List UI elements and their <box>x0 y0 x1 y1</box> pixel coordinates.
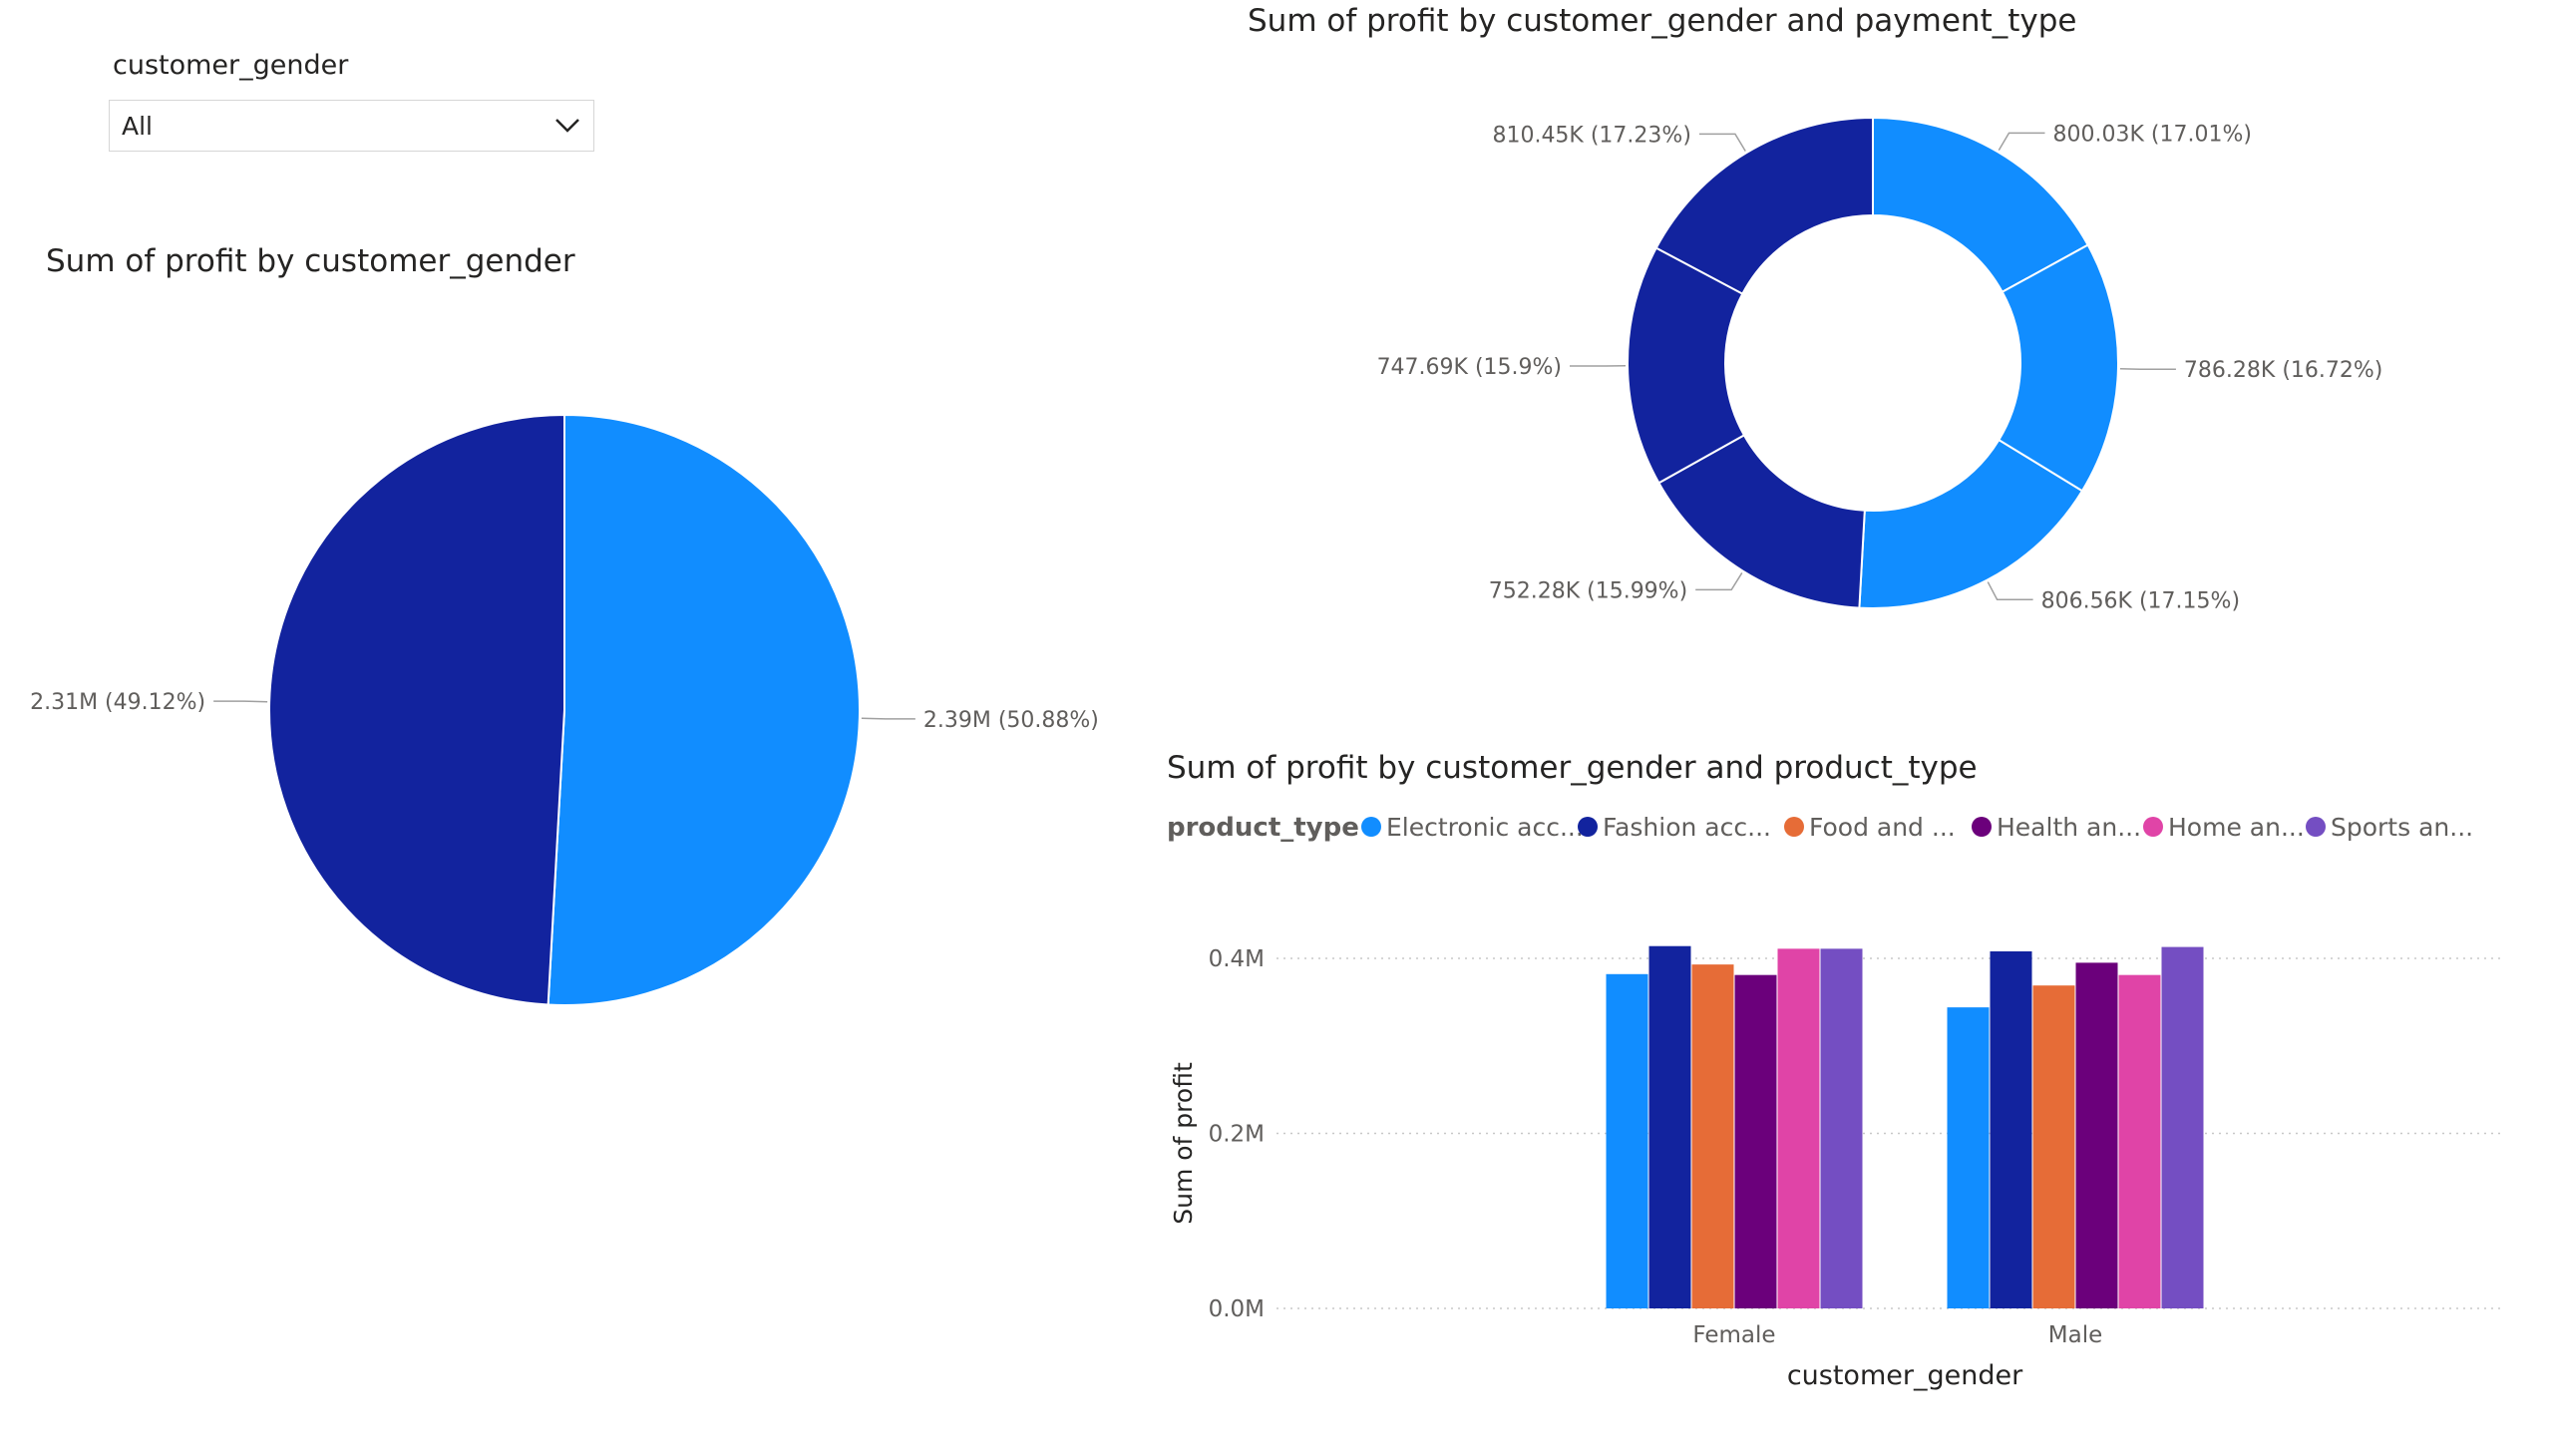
pie-slice-0[interactable] <box>547 413 861 1006</box>
y-axis-label: Sum of profit <box>1169 1062 1198 1225</box>
dropdown-selected-value: All <box>122 112 153 141</box>
bar-female-3[interactable] <box>1734 974 1777 1308</box>
pie-chart-title: Sum of profit by customer_gender <box>46 243 575 279</box>
chevron-down-icon[interactable] <box>551 111 583 139</box>
bar-male-2[interactable] <box>2032 985 2075 1308</box>
bar-chart: product_type Electronic acc... Fashion acc… <box>1167 813 2503 1391</box>
donut-slice-0[interactable] <box>1872 116 2090 294</box>
pie-leader-0 <box>861 717 915 720</box>
bar-male-5[interactable] <box>2161 946 2204 1308</box>
legend-marker-5[interactable] <box>2306 817 2326 837</box>
legend-marker-2[interactable] <box>1784 817 1804 837</box>
legend-item-1[interactable]: Fashion acc... <box>1603 813 1771 842</box>
x-axis-label: customer_gender <box>1787 1360 2023 1391</box>
bar-female-1[interactable] <box>1648 945 1691 1308</box>
bar-male-0[interactable] <box>1947 1007 1990 1308</box>
donut-leader-3 <box>1695 572 1743 591</box>
bar-female-4[interactable] <box>1777 948 1820 1308</box>
legend-marker-1[interactable] <box>1578 817 1598 837</box>
y-tick-label-1: 0.2M <box>1209 1122 1265 1148</box>
pie-slice-1[interactable] <box>268 413 565 1006</box>
x-tick-label-0: Female <box>1692 1322 1775 1348</box>
bar-male-1[interactable] <box>1990 950 2032 1308</box>
donut-data-label-2: 806.56K (17.15%) <box>2041 588 2240 613</box>
legend-item-2[interactable]: Food and ... <box>1809 813 1956 842</box>
donut-data-label-0: 800.03K (17.01%) <box>2052 122 2251 147</box>
donut-leader-5 <box>1698 133 1746 152</box>
slicer-title: customer_gender <box>113 50 349 81</box>
pie-chart: 2.39M (50.88%) 2.31M (49.12%) <box>30 413 1097 1006</box>
bar-chart-title: Sum of profit by customer_gender and pro… <box>1167 750 1978 786</box>
customer-gender-dropdown[interactable]: All <box>109 100 594 152</box>
legend-marker-4[interactable] <box>2143 817 2163 837</box>
pie-data-label-1: 2.31M (49.12%) <box>30 690 205 715</box>
donut-chart: 800.03K (17.01%) 786.28K (16.72%) 806.56K … <box>1377 116 2382 613</box>
legend-item-0[interactable]: Electronic acc... <box>1386 813 1584 842</box>
y-tick-label-2: 0.4M <box>1209 946 1265 972</box>
donut-slice-5[interactable] <box>1654 116 1874 295</box>
legend-marker-3[interactable] <box>1972 817 1992 837</box>
bar-female-2[interactable] <box>1691 964 1734 1308</box>
legend-title: product_type <box>1167 813 1359 843</box>
legend-item-3[interactable]: Health an... <box>1997 813 2141 842</box>
pie-leader-1 <box>213 700 268 703</box>
bar-female-0[interactable] <box>1606 973 1648 1308</box>
donut-data-label-1: 786.28K (16.72%) <box>2184 358 2382 383</box>
y-tick-label-0: 0.0M <box>1209 1296 1265 1322</box>
donut-leader-0 <box>1998 132 2045 151</box>
bar-male-3[interactable] <box>2075 962 2118 1308</box>
donut-data-label-3: 752.28K (15.99%) <box>1489 578 1687 603</box>
bar-female-5[interactable] <box>1820 948 1863 1308</box>
donut-data-label-4: 747.69K (15.9%) <box>1377 355 1562 380</box>
bar-male-4[interactable] <box>2118 974 2161 1308</box>
donut-data-label-5: 810.45K (17.23%) <box>1492 123 1690 148</box>
legend-marker-0[interactable] <box>1361 817 1381 837</box>
pie-data-label-0: 2.39M (50.88%) <box>923 708 1097 733</box>
donut-chart-title: Sum of profit by customer_gender and pay… <box>1248 3 2077 39</box>
legend-item-4[interactable]: Home an... <box>2168 813 2305 842</box>
donut-slice-2[interactable] <box>1858 438 2084 609</box>
x-tick-label-1: Male <box>2048 1322 2102 1348</box>
donut-leader-2 <box>1987 581 2033 601</box>
legend-item-5[interactable]: Sports an... <box>2331 813 2473 842</box>
